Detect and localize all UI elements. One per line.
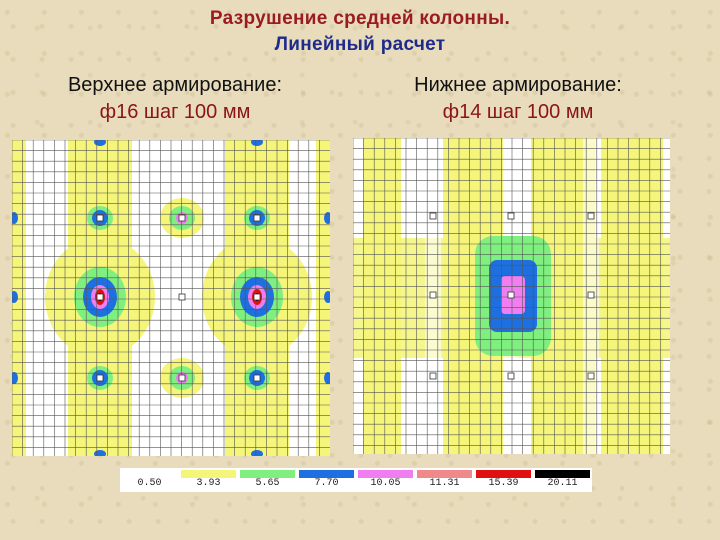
edge-zone [12,212,18,224]
color-legend: 0.50 3.93 5.65 7.70 10.05 11.31 15.39 20.11 [120,468,592,492]
legend-label: 5.65 [255,478,280,489]
edge-zone [12,372,18,384]
edge-zone [251,450,263,456]
top-reinforcement-map [12,140,330,456]
column-node [96,374,104,382]
column-node [253,293,261,301]
legend-swatch [240,470,295,478]
legend-item: 3.93 [179,468,238,492]
legend-label: 11.31 [429,478,460,489]
legend-swatch [535,470,590,478]
column-node [96,214,104,222]
legend-item: 7.70 [297,468,356,492]
column-node [507,212,515,220]
legend-label: 10.05 [370,478,401,489]
legend-swatch [181,470,236,478]
legend-label: 15.39 [488,478,519,489]
legend-item: 20.11 [533,468,592,492]
legend-swatch [417,470,472,478]
column-node [507,372,515,380]
right-caption: Нижнее армирование: ф14 шаг 100 мм [353,74,683,124]
edge-zone [12,291,18,303]
column-node [253,374,261,382]
legend-label: 20.11 [547,478,578,489]
right-caption-rebar: ф14 шаг 100 мм [442,101,594,123]
bottom-reinforcement-map [353,138,670,454]
column-node [178,214,186,222]
edge-zone [324,372,330,384]
edge-zone [324,291,330,303]
column-node [507,291,515,299]
column-node [587,212,595,220]
column-node [587,372,595,380]
legend-item: 11.31 [415,468,474,492]
column-node [429,212,437,220]
right-caption-title: Нижнее армирование: [414,74,622,96]
left-caption-rebar: ф16 шаг 100 мм [99,101,251,123]
legend-swatch [299,470,354,478]
slide-subtitle: Линейный расчет [274,34,446,55]
column-node [96,293,104,301]
legend-label: 3.93 [196,478,221,489]
legend-swatch [122,470,177,478]
legend-label: 7.70 [314,478,339,489]
column-node [178,374,186,382]
left-caption: Верхнее армирование: ф16 шаг 100 мм [10,74,340,124]
column-node [587,291,595,299]
edge-zone [251,140,263,146]
legend-label: 0.50 [137,478,162,489]
legend-item: 15.39 [474,468,533,492]
legend-item: 10.05 [356,468,415,492]
legend-swatch [476,470,531,478]
column-node [178,293,186,301]
legend-swatch [358,470,413,478]
edge-zone [324,212,330,224]
left-caption-title: Верхнее армирование: [67,74,283,96]
slide-title: Разрушение средней колонны. [209,8,511,29]
legend-item: 0.50 [120,468,179,492]
column-node [429,372,437,380]
legend-item: 5.65 [238,468,297,492]
column-node [253,214,261,222]
column-node [429,291,437,299]
